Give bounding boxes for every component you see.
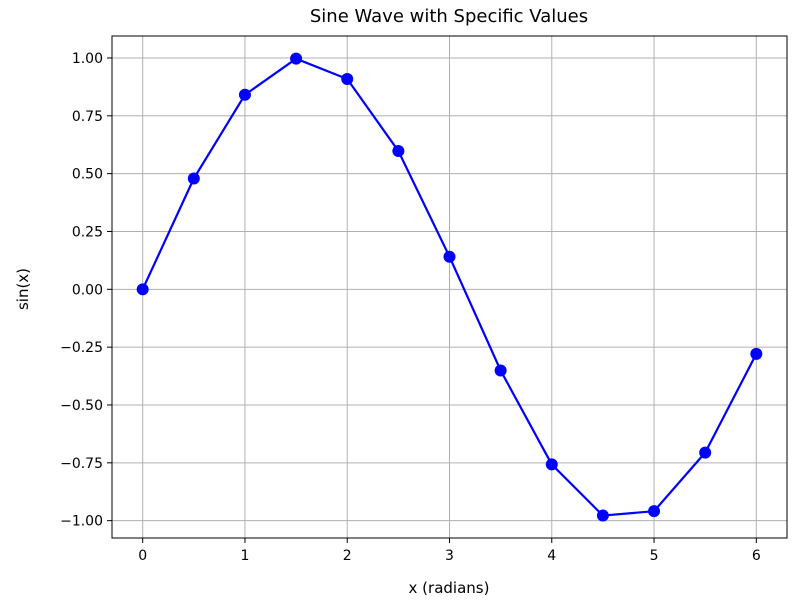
- y-tick-label: 1.00: [72, 51, 103, 67]
- data-point-marker: [494, 364, 507, 377]
- plot-frame: [111, 35, 788, 539]
- y-tick-label: 0.50: [72, 167, 103, 183]
- grid-lines: [112, 36, 787, 538]
- y-tick-label: 0.00: [72, 282, 103, 298]
- data-point-marker: [596, 509, 609, 522]
- x-tick-label: 3: [445, 548, 454, 564]
- x-tick-label: 6: [752, 548, 761, 564]
- data-point-marker: [238, 88, 251, 101]
- axis-ticks: 0 1 2 3 4 5 6 1.00 0.75 0.50 0.25 0.00 −0.25 −0.50 −0.…: [60, 51, 761, 564]
- data-point-marker: [699, 446, 712, 459]
- data-point-marker: [648, 505, 661, 518]
- data-point-marker: [136, 283, 149, 296]
- x-tick-label: 1: [240, 548, 249, 564]
- y-tick-label: −0.50: [60, 398, 103, 414]
- x-tick-label: 4: [547, 548, 556, 564]
- data-point-marker: [443, 250, 456, 263]
- y-tick-label: 0.25: [72, 224, 103, 240]
- y-tick-label: −0.25: [60, 340, 103, 356]
- data-point-marker: [187, 172, 200, 185]
- x-tick-label: 2: [343, 548, 352, 564]
- y-tick-label: 0.75: [72, 109, 103, 125]
- y-axis-label: sin(x): [14, 268, 32, 310]
- x-tick-label: 5: [650, 548, 659, 564]
- data-point-marker: [750, 347, 763, 360]
- data-point-marker: [545, 458, 558, 471]
- data-series: [136, 52, 763, 522]
- chart-title: Sine Wave with Specific Values: [310, 6, 588, 27]
- data-point-marker: [341, 73, 354, 86]
- data-point-marker: [392, 144, 405, 157]
- y-tick-label: −1.00: [60, 514, 103, 530]
- data-point-marker: [290, 52, 303, 65]
- x-axis-label: x (radians): [409, 579, 490, 597]
- x-tick-label: 0: [138, 548, 147, 564]
- y-tick-label: −0.75: [60, 456, 103, 472]
